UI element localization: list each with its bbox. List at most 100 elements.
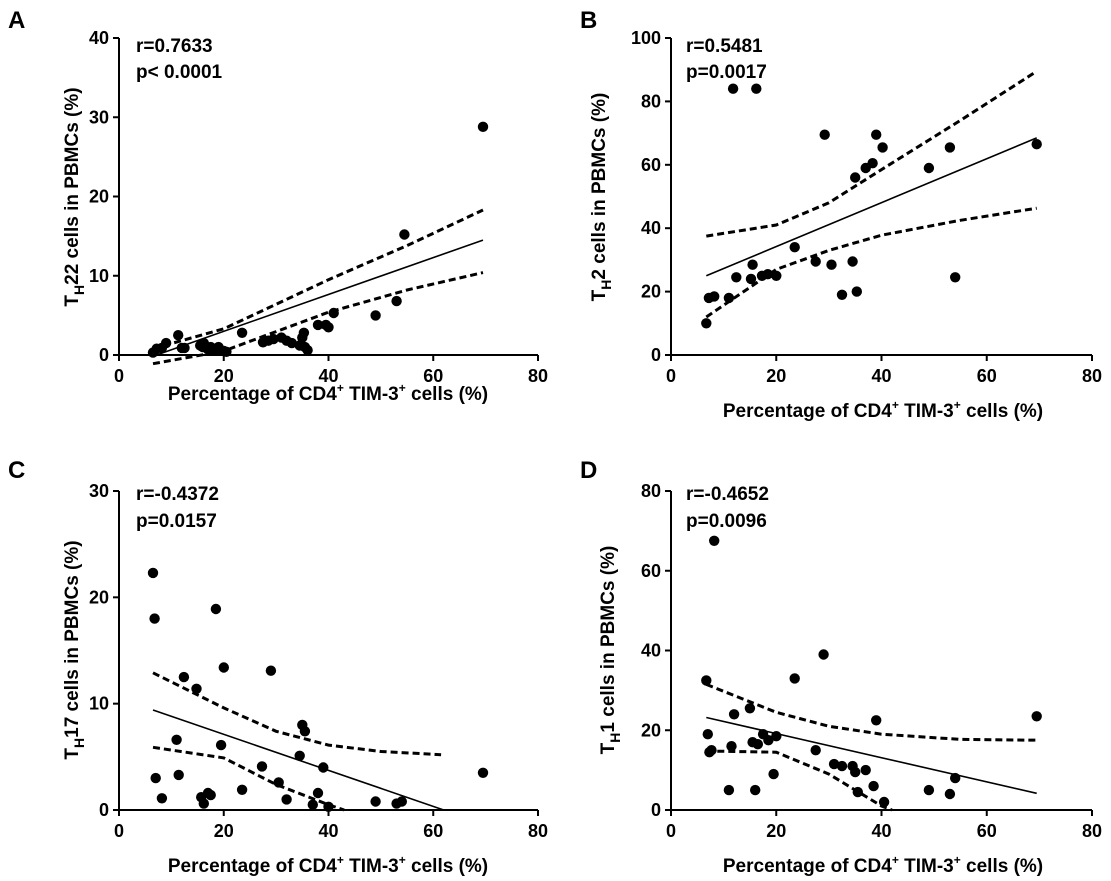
data-point (771, 270, 782, 281)
data-point (860, 764, 871, 776)
ci-lower-line (706, 749, 893, 812)
x-tick-label: 60 (977, 821, 997, 841)
data-point (836, 760, 848, 772)
y-tick-label: 80 (641, 91, 661, 111)
y-axis-title: TH17 cells in PBMCs (%) (62, 540, 87, 759)
data-point (950, 272, 961, 283)
data-point (868, 780, 879, 792)
data-point (701, 318, 712, 329)
data-point (294, 750, 305, 761)
x-tick-label: 0 (666, 821, 676, 841)
data-point (726, 741, 737, 752)
x-tick-label: 80 (1082, 821, 1102, 841)
y-tick-label: 0 (99, 345, 109, 365)
data-point (752, 739, 763, 750)
data-point (810, 745, 821, 756)
data-point (173, 330, 184, 341)
data-point (771, 731, 782, 742)
y-tick-label: 40 (89, 28, 109, 48)
data-point (150, 772, 161, 784)
x-tick-label: 40 (871, 366, 891, 386)
data-point (281, 794, 292, 805)
x-axis-title: Percentage of CD4+ TIM-3+ cells (%) (723, 853, 1043, 877)
data-point (847, 256, 858, 267)
x-axis-title: Percentage of CD4+ TIM-3+ cells (%) (168, 853, 488, 877)
data-point (173, 769, 184, 781)
data-point (828, 758, 840, 770)
data-point (256, 761, 268, 772)
data-point (396, 796, 407, 807)
data-point (299, 726, 311, 737)
data-point (328, 307, 339, 319)
stat-r: r=-0.4652 (686, 484, 769, 505)
ci-lower-line (152, 745, 345, 812)
data-point (701, 675, 712, 686)
data-point (728, 709, 740, 720)
data-point (750, 784, 761, 796)
panel-c: C r=-0.4372 p=0.0157 TH17 cells in PBMCs… (8, 457, 548, 877)
y-axis-title: TH1 cells in PBMCs (%) (598, 546, 623, 755)
data-point (836, 289, 848, 300)
data-point (789, 673, 800, 684)
y-tick-label: 40 (641, 641, 661, 661)
data-point (178, 671, 190, 683)
data-point (312, 319, 324, 331)
y-axis-title: TH2 cells in PBMCs (%) (589, 93, 614, 302)
y-tick-label: 40 (641, 218, 661, 238)
data-point (850, 172, 861, 183)
data-point (399, 229, 410, 240)
data-point (179, 342, 190, 354)
stat-r: r=0.5481 (686, 36, 763, 57)
data-point (273, 777, 284, 788)
data-point (286, 337, 297, 349)
data-point (747, 259, 758, 270)
ci-upper-line (705, 683, 1037, 742)
data-point (727, 83, 739, 94)
x-tick-label: 20 (766, 366, 786, 386)
y-axis-title: TH22 cells in PBMCs (%) (62, 87, 87, 306)
data-point (1031, 711, 1042, 722)
data-point (789, 242, 800, 253)
x-tick-label: 40 (318, 821, 338, 841)
data-point (871, 129, 882, 140)
x-axis-title: Percentage of CD4+ TIM-3+ cells (%) (723, 398, 1043, 422)
regression-line (152, 239, 484, 357)
data-point (810, 256, 821, 267)
panel-b: B r=0.5481 p=0.0017 TH2 cells in PBMCs (… (580, 7, 1102, 422)
x-tick-label: 40 (871, 821, 891, 841)
data-point (210, 603, 222, 615)
ci-upper-line (152, 208, 484, 351)
data-point (745, 273, 757, 285)
y-tick-label: 10 (89, 694, 109, 714)
data-point (751, 83, 762, 94)
ci-upper-line (152, 671, 442, 757)
data-point (370, 310, 381, 321)
data-point (323, 322, 334, 333)
y-tick-label: 20 (89, 587, 109, 607)
data-point (709, 535, 720, 546)
data-point (763, 735, 774, 746)
y-tick-label: 60 (641, 561, 661, 581)
x-tick-label: 20 (766, 821, 786, 841)
panel-label: D (580, 457, 597, 484)
data-point (762, 269, 773, 280)
data-point (723, 784, 735, 796)
data-point (706, 745, 717, 756)
stat-p: p=0.0017 (686, 62, 767, 83)
data-point (851, 286, 862, 297)
y-tick-label: 20 (641, 282, 661, 302)
data-point (871, 715, 882, 726)
data-point (723, 292, 735, 304)
y-tick-label: 0 (99, 800, 109, 820)
data-point (370, 796, 381, 807)
x-tick-label: 20 (214, 366, 234, 386)
data-point (147, 567, 159, 579)
data-point (852, 786, 863, 798)
data-point (160, 337, 172, 349)
ci-upper-line (706, 70, 1038, 238)
panel-label: C (8, 457, 25, 484)
data-point (702, 729, 713, 740)
data-point (323, 801, 334, 812)
data-point (1031, 139, 1042, 150)
